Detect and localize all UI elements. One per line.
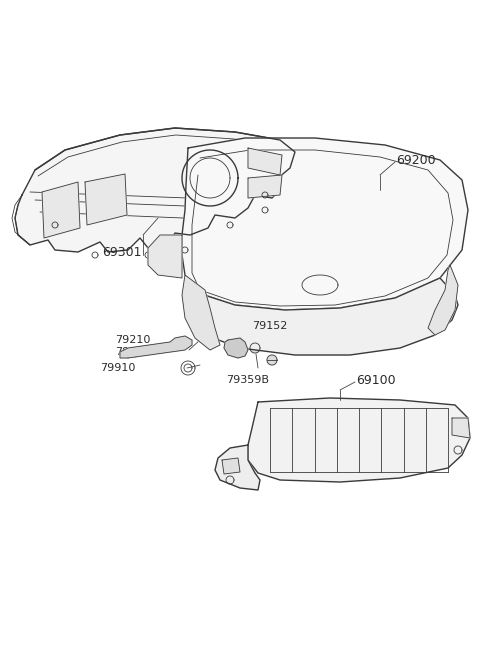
Polygon shape [15, 128, 295, 252]
Text: 79210: 79210 [115, 335, 150, 345]
Text: 79152: 79152 [252, 321, 288, 331]
Polygon shape [224, 338, 248, 358]
Polygon shape [428, 265, 458, 335]
Polygon shape [182, 275, 220, 350]
Text: 69200: 69200 [396, 153, 436, 166]
Polygon shape [215, 445, 260, 490]
Polygon shape [172, 341, 178, 347]
Polygon shape [85, 174, 127, 225]
Polygon shape [181, 361, 195, 375]
Polygon shape [222, 458, 240, 474]
Polygon shape [452, 418, 470, 438]
Polygon shape [120, 336, 192, 358]
Polygon shape [148, 235, 182, 278]
Polygon shape [267, 355, 277, 365]
Text: 69301: 69301 [102, 246, 142, 259]
Polygon shape [248, 175, 282, 198]
Polygon shape [42, 182, 80, 238]
Text: 79220: 79220 [115, 347, 151, 357]
Text: 79359B: 79359B [226, 375, 269, 385]
Polygon shape [188, 278, 458, 355]
Polygon shape [248, 398, 470, 482]
Polygon shape [131, 349, 139, 357]
Text: 79910: 79910 [100, 363, 135, 373]
Polygon shape [182, 138, 468, 310]
Text: 69100: 69100 [356, 373, 396, 386]
Polygon shape [248, 148, 282, 175]
Polygon shape [250, 343, 260, 353]
